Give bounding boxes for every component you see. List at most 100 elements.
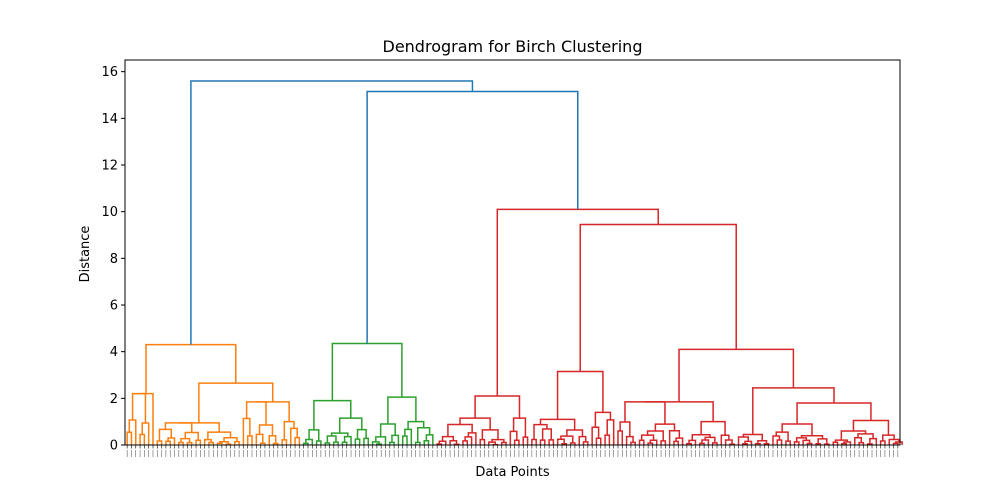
dendrogram-link-41 [305,438,314,445]
dendrogram-link-38 [198,382,274,423]
dendrogram-link-129 [711,442,718,445]
dendrogram-link-35 [290,427,298,445]
dendrogram-link-24 [178,422,220,433]
dendrogram-link-85 [459,417,491,430]
y-axis-label: Distance [78,226,93,283]
dendrogram-link-98 [569,442,576,445]
dendrogram-link-58 [389,441,395,445]
dendrogram-link-137 [742,442,748,445]
dendrogram-link-104 [595,437,602,445]
dendrogram-link-53 [338,417,363,434]
dendrogram-link-47 [341,441,348,445]
dendrogram-link-73 [449,439,458,445]
dendrogram-link-20 [218,441,230,445]
dendrogram-link-164 [869,437,878,445]
dendrogram-link-59 [391,434,400,445]
dendrogram-link-23 [207,431,232,440]
dendrogram-link-14 [184,431,199,441]
dendrogram-link-54 [313,399,352,430]
dendrogram-link-83 [491,438,505,443]
dendrogram-link-99 [560,435,574,444]
dendrogram-link-25 [246,435,253,445]
dendrogram-link-13 [195,439,202,445]
dendrogram-link-34 [294,436,301,445]
dendrogram-link-36 [283,420,295,440]
dendrogram-link-61 [401,435,408,445]
leaf-ticks [126,445,899,457]
dendrogram-link-4 [131,392,147,424]
dendrogram-link-118 [660,440,667,445]
y-tick-label-10: 10 [101,205,118,220]
dendrogram-link-121 [675,437,684,445]
dendrogram-link-64 [423,440,430,445]
dendrogram-link-65 [425,434,434,445]
dendrogram-link-79 [479,438,486,445]
dendrogram-link-74 [441,435,455,442]
dendrogram-link-46 [326,435,337,444]
dendrogram-link-12 [180,437,191,443]
dendrogram-link-122 [668,429,681,445]
dendrogram-link-126 [688,439,697,445]
dendrogram-link-110 [617,430,624,445]
y-tick-label-2: 2 [110,392,118,407]
dendrogram-link-142 [757,440,768,444]
chart-title: Dendrogram for Birch Clustering [383,37,643,56]
dendrogram-link-146 [785,440,791,445]
x-axis-label: Data Points [475,465,549,480]
dendrogram-link-16 [208,441,215,445]
dendrogram-link-88 [522,436,529,445]
dendrogram-link-165 [857,433,874,439]
dendrogram-link-33 [281,439,288,445]
dendrogram-link-81 [488,441,497,445]
dendrogram-link-56 [371,441,380,445]
dendrogram-link-89 [512,417,527,438]
dendrogram-link-91 [531,438,537,445]
y-tick-label-0: 0 [110,439,118,454]
plot-area [125,60,900,445]
dendrogram-link-71 [438,440,447,445]
dendrogram-link-42 [315,440,322,445]
dendrogram-link-135 [700,420,726,436]
y-axis: 0 2 4 6 8 10 12 14 16 [101,65,125,454]
dendrogram-link-168 [892,442,899,445]
dendrogram-link-96 [561,442,568,445]
dendrogram-link-158 [841,442,847,445]
dendrogram-link-162 [854,437,862,445]
y-tick-label-4: 4 [110,345,118,360]
dendrogram-link-136 [644,401,714,422]
dendrogram-link-63 [414,441,421,445]
dendrogram-link-106 [604,434,611,445]
dendrogram-link-120 [673,440,680,445]
dendrogram-link-66 [417,427,431,443]
dendrogram-link-119 [646,430,664,441]
y-tick-label-14: 14 [101,112,118,127]
dendrogram-link-39 [145,343,237,394]
y-tick-label-12: 12 [101,159,118,174]
dendrogram-link-50 [354,438,361,445]
y-tick-label-6: 6 [110,299,118,314]
dendrogram-link-8 [167,437,176,445]
plot-frame [124,59,901,446]
dendrogram-link-51 [363,437,370,445]
dendrogram-link-130 [704,436,716,443]
dendrogram-link-67 [407,420,425,430]
dendrogram-link-26 [242,417,251,445]
dendrogram-link-28 [255,433,264,445]
dendrogram-link-27 [259,442,266,445]
dendrogram-link-160 [834,439,849,443]
dendrogram-link-37 [256,401,290,422]
dendrogram-link-127 [699,442,705,445]
dendrogram-link-115 [647,442,654,445]
dendrogram-link-49 [330,432,349,437]
dendrogram-link-112 [625,435,634,445]
dendrogram-link-179 [190,80,474,345]
dendrogram-link-144 [776,439,783,445]
dendrogram-link-18 [216,442,223,445]
y-tick-label-8: 8 [110,252,118,267]
dendrogram-link-93 [548,439,555,445]
dendrogram-link-31 [258,424,274,436]
dendrogram-link-68 [387,396,417,424]
y-tick-label-16: 16 [101,65,118,80]
dendrogram-link-100 [582,441,589,445]
